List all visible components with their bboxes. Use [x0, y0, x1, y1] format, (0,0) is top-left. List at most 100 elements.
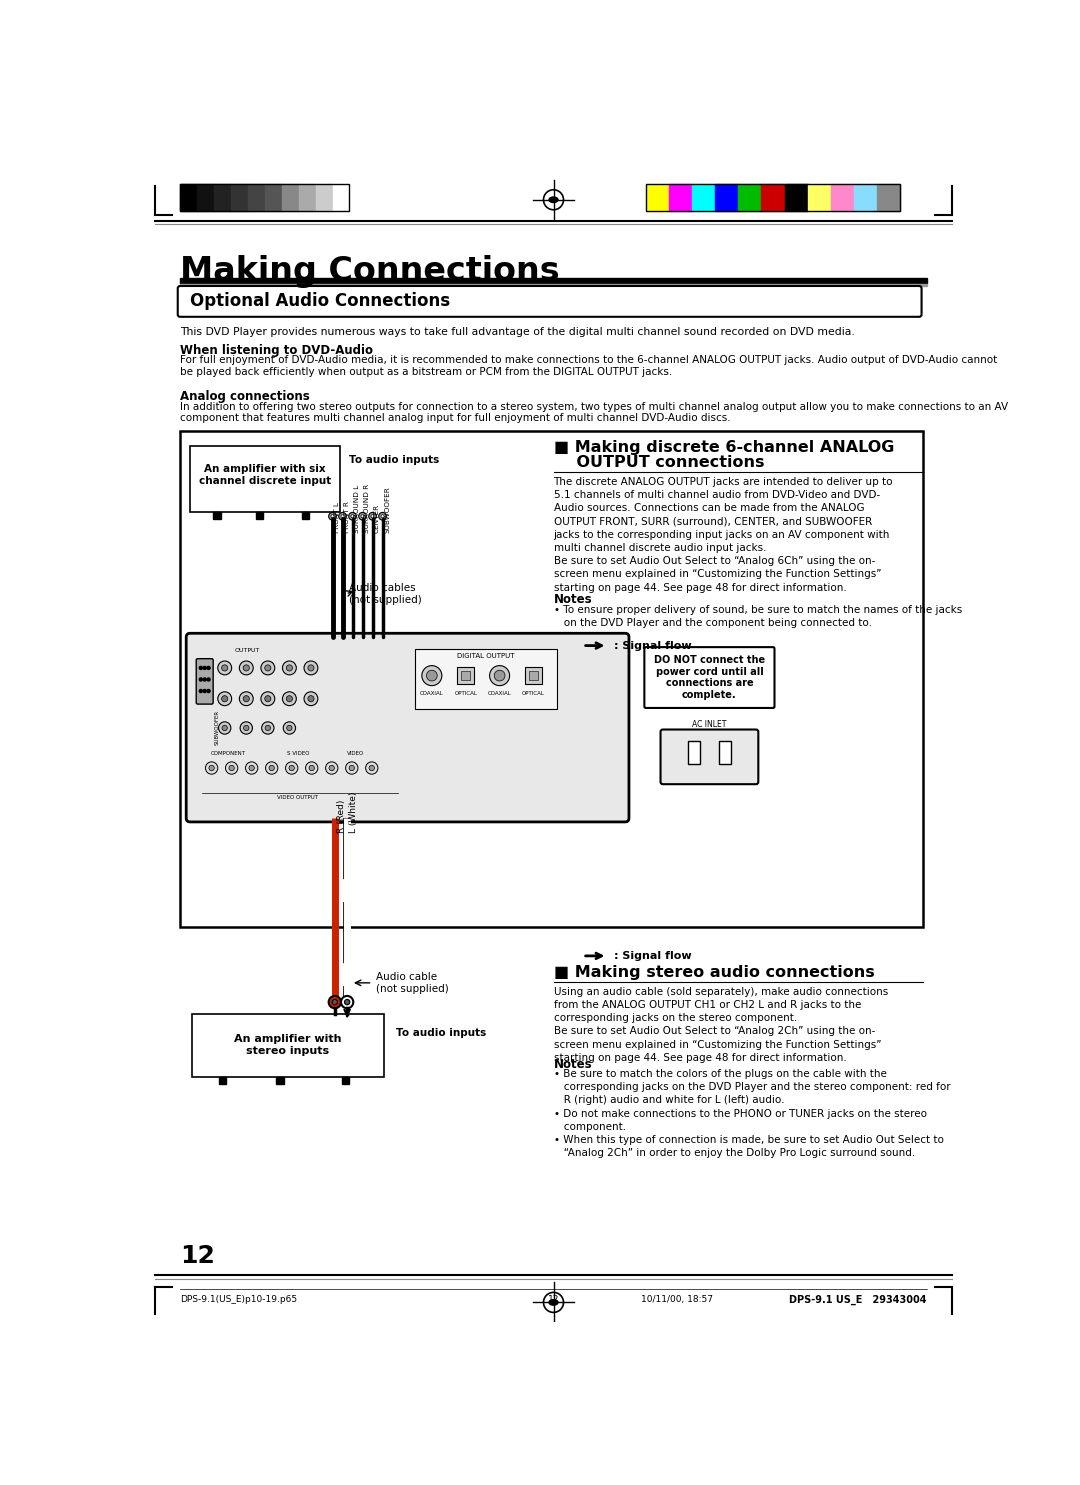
Circle shape [427, 670, 437, 682]
Circle shape [218, 692, 231, 705]
Circle shape [345, 999, 350, 1005]
Text: OPTICAL: OPTICAL [455, 691, 477, 696]
Circle shape [207, 667, 211, 670]
Bar [739, 184, 761, 211]
Circle shape [222, 725, 228, 731]
Text: The discrete ANALOG OUTPUT jacks are intended to deliver up to
5.1 channels of m: The discrete ANALOG OUTPUT jacks are int… [554, 477, 893, 593]
Circle shape [308, 695, 314, 702]
Text: ■ Making stereo audio connections: ■ Making stereo audio connections [554, 965, 874, 980]
FancyBboxPatch shape [186, 633, 629, 821]
Text: 12: 12 [548, 1295, 559, 1304]
Circle shape [249, 765, 255, 771]
Bar [265, 184, 282, 211]
Circle shape [341, 996, 353, 1008]
Bar [719, 741, 730, 765]
Text: This DVD Player provides numerous ways to take full advantage of the digital mul: This DVD Player provides numerous ways t… [180, 327, 854, 337]
Bar [415, 649, 557, 708]
Circle shape [203, 689, 206, 692]
Circle shape [489, 665, 510, 686]
Bar [213, 512, 220, 520]
Text: An amplifier with
stereo inputs: An amplifier with stereo inputs [234, 1035, 341, 1056]
Bar [276, 1077, 284, 1084]
Bar [529, 671, 538, 680]
Bar [715, 184, 739, 211]
Text: • Be sure to match the colors of the plugs on the cable with the
   correspondin: • Be sure to match the colors of the plu… [554, 1069, 950, 1158]
Text: DPS-9.1(US_E)p10-19.p65: DPS-9.1(US_E)p10-19.p65 [180, 1295, 297, 1304]
Bar [669, 184, 692, 211]
Text: An amplifier with six
channel discrete input: An amplifier with six channel discrete i… [199, 465, 332, 486]
Circle shape [379, 512, 387, 520]
Text: AC INLET: AC INLET [692, 720, 727, 729]
Circle shape [205, 762, 218, 774]
Circle shape [229, 765, 234, 771]
Circle shape [349, 512, 356, 520]
Circle shape [339, 512, 347, 520]
Text: DPS-9.1 US_E   29343004: DPS-9.1 US_E 29343004 [789, 1295, 927, 1305]
Circle shape [221, 695, 228, 702]
Bar [457, 667, 474, 685]
Circle shape [265, 665, 271, 671]
Circle shape [240, 722, 253, 734]
Ellipse shape [549, 1299, 558, 1305]
Circle shape [208, 765, 214, 771]
Bar [197, 184, 214, 211]
Circle shape [303, 661, 318, 674]
Circle shape [283, 722, 296, 734]
Bar [315, 184, 333, 211]
Text: COAXIAL: COAXIAL [488, 691, 512, 696]
Circle shape [286, 665, 293, 671]
Bar [180, 278, 927, 284]
Text: OUTPUT connections: OUTPUT connections [554, 456, 764, 471]
Circle shape [289, 765, 295, 771]
Circle shape [261, 692, 274, 705]
Bar [761, 184, 784, 211]
Text: SURROUND R: SURROUND R [364, 484, 370, 533]
Text: • To ensure proper delivery of sound, be sure to match the names of the jacks
  : • To ensure proper delivery of sound, be… [554, 604, 962, 628]
Circle shape [328, 512, 336, 520]
Text: Analog connections: Analog connections [180, 391, 310, 402]
Text: CENTER: CENTER [374, 503, 380, 533]
Circle shape [285, 762, 298, 774]
Circle shape [495, 670, 505, 682]
Circle shape [203, 667, 206, 670]
Text: To audio inputs: To audio inputs [350, 456, 440, 465]
Text: Notes: Notes [554, 593, 592, 606]
FancyBboxPatch shape [197, 659, 213, 704]
FancyBboxPatch shape [178, 287, 921, 316]
Bar [646, 184, 669, 211]
Circle shape [218, 722, 231, 734]
Text: : Signal flow: : Signal flow [613, 640, 691, 650]
Text: SUBWOOFER: SUBWOOFER [384, 487, 390, 533]
FancyBboxPatch shape [661, 729, 758, 784]
FancyBboxPatch shape [645, 647, 774, 708]
Ellipse shape [549, 198, 558, 202]
Circle shape [349, 765, 354, 771]
Circle shape [286, 725, 292, 731]
Circle shape [372, 515, 374, 518]
Text: To audio inputs: To audio inputs [395, 1028, 486, 1038]
Text: FRONT R: FRONT R [345, 502, 350, 533]
Text: COMPONENT: COMPONENT [211, 751, 246, 756]
Circle shape [361, 515, 364, 518]
Text: S VIDEO: S VIDEO [286, 751, 309, 756]
Circle shape [226, 762, 238, 774]
Circle shape [243, 695, 249, 702]
Text: In addition to offering two stereo outputs for connection to a stereo system, tw: In addition to offering two stereo outpu… [180, 401, 1008, 423]
Circle shape [265, 695, 271, 702]
Bar [688, 741, 700, 765]
Bar [180, 184, 197, 211]
Bar [525, 667, 542, 685]
Bar [301, 512, 309, 520]
Circle shape [330, 515, 334, 518]
Text: Notes: Notes [554, 1057, 592, 1071]
Circle shape [245, 762, 258, 774]
Circle shape [283, 692, 296, 705]
Circle shape [366, 762, 378, 774]
Circle shape [308, 665, 314, 671]
Circle shape [286, 695, 293, 702]
Bar [218, 1077, 226, 1084]
Circle shape [346, 762, 357, 774]
Circle shape [381, 515, 384, 518]
Text: Audio cables
(not supplied): Audio cables (not supplied) [350, 584, 422, 604]
Bar [282, 184, 299, 211]
